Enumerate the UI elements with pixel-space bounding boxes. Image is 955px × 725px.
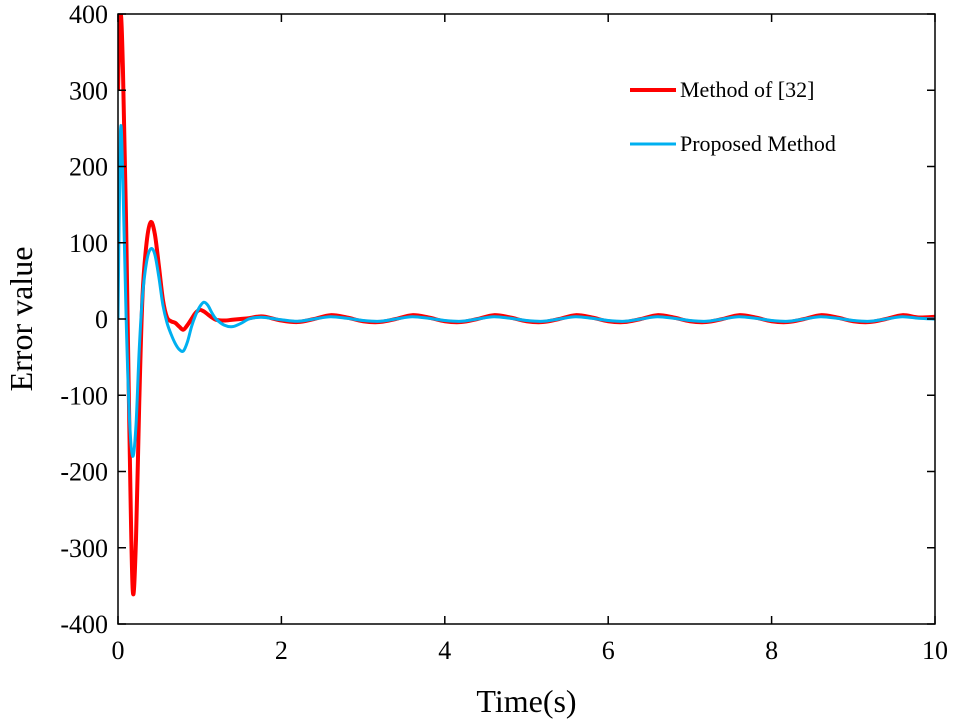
x-tick-label: 10 [922,636,948,665]
x-axis-title: Time(s) [476,683,576,719]
series-layer [118,14,935,597]
x-tick-label: 2 [275,636,288,665]
legend-label-proposed-method: Proposed Method [680,131,836,156]
x-tick-label: 4 [438,636,451,665]
y-tick-label: -400 [60,610,108,639]
series-line-proposed-method [118,124,935,458]
y-tick-label: 100 [69,229,108,258]
axis-ticks: 0 2 4 6 8 10 -400 -300 -200 -100 0 100 200 300 400 [60,0,948,665]
y-axis-title: Error value [3,247,39,392]
x-tick-label: 6 [602,636,615,665]
x-tick-label: 0 [112,636,125,665]
x-tick-label: 8 [765,636,778,665]
y-tick-label: 200 [69,153,108,182]
y-tick-label: -100 [60,381,108,410]
y-tick-label: 400 [69,0,108,29]
y-tick-label: 0 [95,305,108,334]
legend-box [620,46,890,144]
legend-label-method-32: Method of [32] [680,77,814,102]
y-tick-label: -300 [60,534,108,563]
y-tick-label: 300 [69,76,108,105]
legend: Method of [32] Proposed Method [620,46,890,156]
y-tick-label: -200 [60,458,108,487]
